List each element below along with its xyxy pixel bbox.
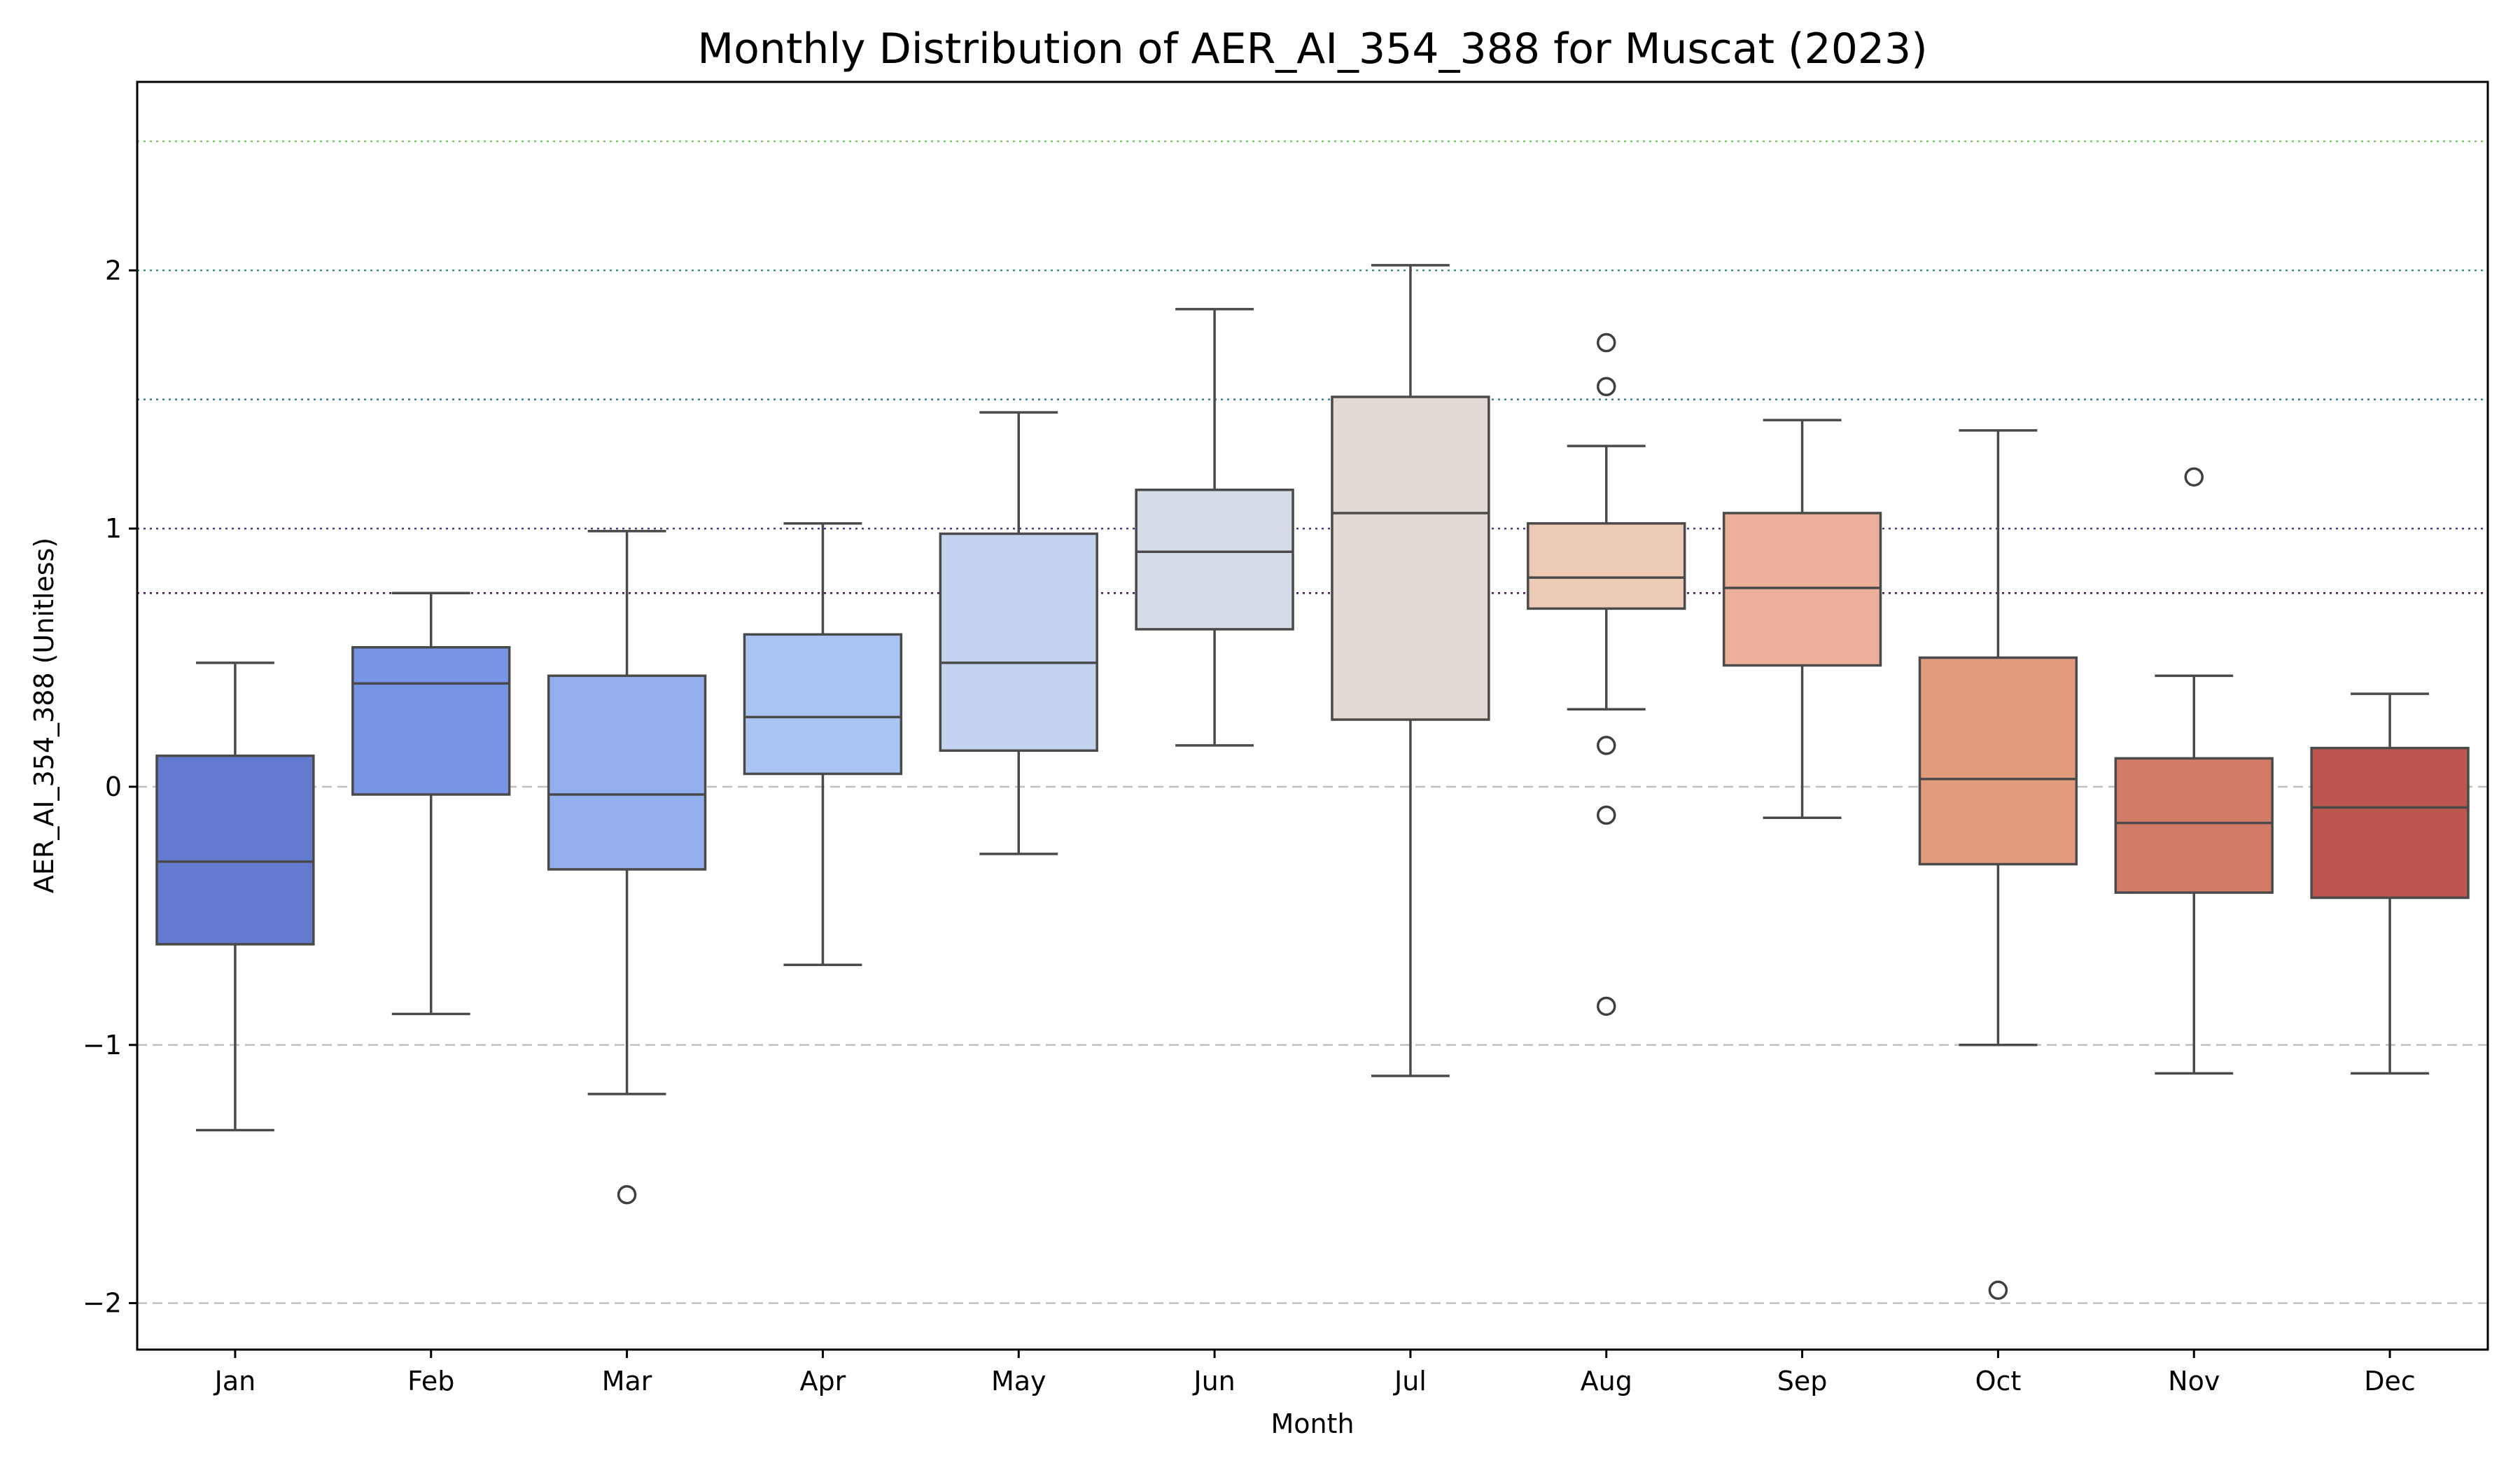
outlier-point bbox=[1597, 377, 1616, 396]
box-jan bbox=[155, 754, 315, 946]
x-tick-label: Jan bbox=[214, 1366, 256, 1396]
x-tick-label: Feb bbox=[407, 1366, 454, 1396]
x-tick-label: Apr bbox=[800, 1366, 846, 1396]
box-dec bbox=[2310, 746, 2470, 899]
outlier-point bbox=[1597, 996, 1616, 1016]
x-tick-label: Sep bbox=[1777, 1366, 1828, 1396]
box-apr bbox=[743, 633, 903, 776]
outlier-point bbox=[1597, 736, 1616, 755]
x-tick-label: Oct bbox=[1975, 1366, 2022, 1396]
x-tick-label: May bbox=[991, 1366, 1046, 1396]
box-jun bbox=[1135, 489, 1294, 631]
outlier-point bbox=[1988, 1280, 2008, 1300]
box-aug bbox=[1527, 522, 1686, 610]
plot-frame bbox=[136, 80, 2489, 1351]
outlier-point bbox=[2184, 467, 2204, 487]
x-tick-label: Jul bbox=[1393, 1366, 1427, 1396]
y-tick-label: −1 bbox=[83, 1030, 122, 1060]
plot-area: −2 −1 0 1 2 Jan Feb Mar Apr May Jun Jul Aug Sep Oct Nov… bbox=[83, 140, 2488, 1396]
x-tick-label: Dec bbox=[2364, 1366, 2416, 1396]
y-tick-label: 2 bbox=[105, 255, 122, 286]
y-axis-label: AER_AI_354_388 (Unitless) bbox=[29, 538, 59, 893]
box-may bbox=[939, 532, 1098, 752]
y-tick-label: 1 bbox=[105, 513, 122, 544]
x-axis-label: Month bbox=[1270, 1408, 1354, 1439]
y-tick-label: 0 bbox=[105, 771, 122, 802]
chart-title: Monthly Distribution of AER_AI_354_388 f… bbox=[697, 24, 1927, 74]
box-oct bbox=[1918, 656, 2078, 866]
x-tick-label: Aug bbox=[1581, 1366, 1632, 1396]
outlier-point bbox=[1597, 332, 1616, 353]
y-tick-label: −2 bbox=[83, 1288, 122, 1319]
box-feb bbox=[351, 646, 511, 796]
outlier-point bbox=[617, 1184, 637, 1205]
x-tick-label: Mar bbox=[602, 1366, 652, 1396]
box-jul bbox=[1331, 396, 1490, 721]
x-tick-label: Nov bbox=[2168, 1366, 2220, 1396]
box-sep bbox=[1722, 512, 1882, 667]
x-tick-label: Jun bbox=[1192, 1366, 1235, 1396]
box-mar bbox=[547, 674, 707, 871]
outlier-point bbox=[1597, 805, 1616, 825]
box-nov bbox=[2114, 757, 2274, 894]
